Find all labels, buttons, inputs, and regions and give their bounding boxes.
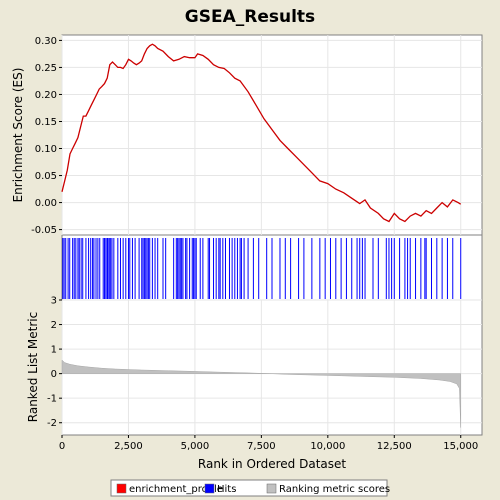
x-tick-label: 0	[59, 441, 65, 452]
rank-y-axis-label: Ranked List Metric	[26, 312, 40, 422]
es-y-tick-label: 0.00	[35, 198, 57, 209]
es-gridlines	[61, 35, 482, 235]
es-y-tick-label: 0.10	[35, 144, 57, 155]
rank-panel-frame	[61, 299, 483, 436]
es-y-tick-label: 0.15	[35, 117, 57, 128]
rank-y-ticks: 3 2 1 0 -1 -2	[47, 296, 62, 429]
x-ticks: 0 2,500 5,000 7,500 10,000 12,500 15,000	[59, 435, 478, 452]
es-y-ticks: 0.30 0.25 0.20 0.15 0.10 0.05 0.00 -0.05	[31, 36, 62, 236]
legend-label: Ranking metric scores	[279, 484, 390, 495]
es-y-tick-label: 0.05	[35, 171, 57, 182]
x-tick-label: 15,000	[443, 441, 478, 452]
legend-box	[110, 479, 388, 497]
x-tick-label: 7,500	[247, 441, 276, 452]
es-y-tick-label: -0.05	[31, 225, 57, 236]
es-y-tick-label: 0.25	[35, 63, 57, 74]
x-axis-label: Rank in Ordered Dataset	[198, 457, 346, 471]
rank-y-tick-label: 2	[51, 320, 57, 331]
ranking-metric-series	[61, 359, 461, 428]
rank-y-tick-label: -2	[47, 418, 57, 429]
rank-y-tick-label: 3	[51, 296, 57, 307]
enrichment-profile-line	[61, 43, 462, 223]
x-tick-label: 5,000	[181, 441, 210, 452]
es-y-axis-label: Enrichment Score (ES)	[11, 68, 25, 203]
legend-swatch	[266, 483, 277, 494]
rank-y-tick-label: 1	[51, 345, 57, 356]
legend-swatch	[116, 483, 127, 494]
chart-title: GSEA_Results	[185, 7, 315, 27]
rank-y-tick-label: -1	[47, 394, 57, 405]
hit-marks	[62, 238, 462, 299]
es-y-tick-label: 0.30	[35, 36, 57, 47]
x-tick-label: 2,500	[114, 441, 143, 452]
legend-label: enrichment_profile	[129, 484, 223, 495]
enrichment-profile-series	[61, 43, 462, 223]
x-tick-label: 12,500	[377, 441, 412, 452]
ranking-metric-area	[61, 359, 461, 428]
legend-swatch	[204, 483, 215, 494]
rank-y-tick-label: 0	[51, 369, 57, 380]
legend-label: Hits	[217, 484, 236, 495]
es-y-tick-label: 0.20	[35, 90, 57, 101]
x-tick-label: 10,000	[310, 441, 345, 452]
es-panel-frame	[61, 34, 483, 236]
